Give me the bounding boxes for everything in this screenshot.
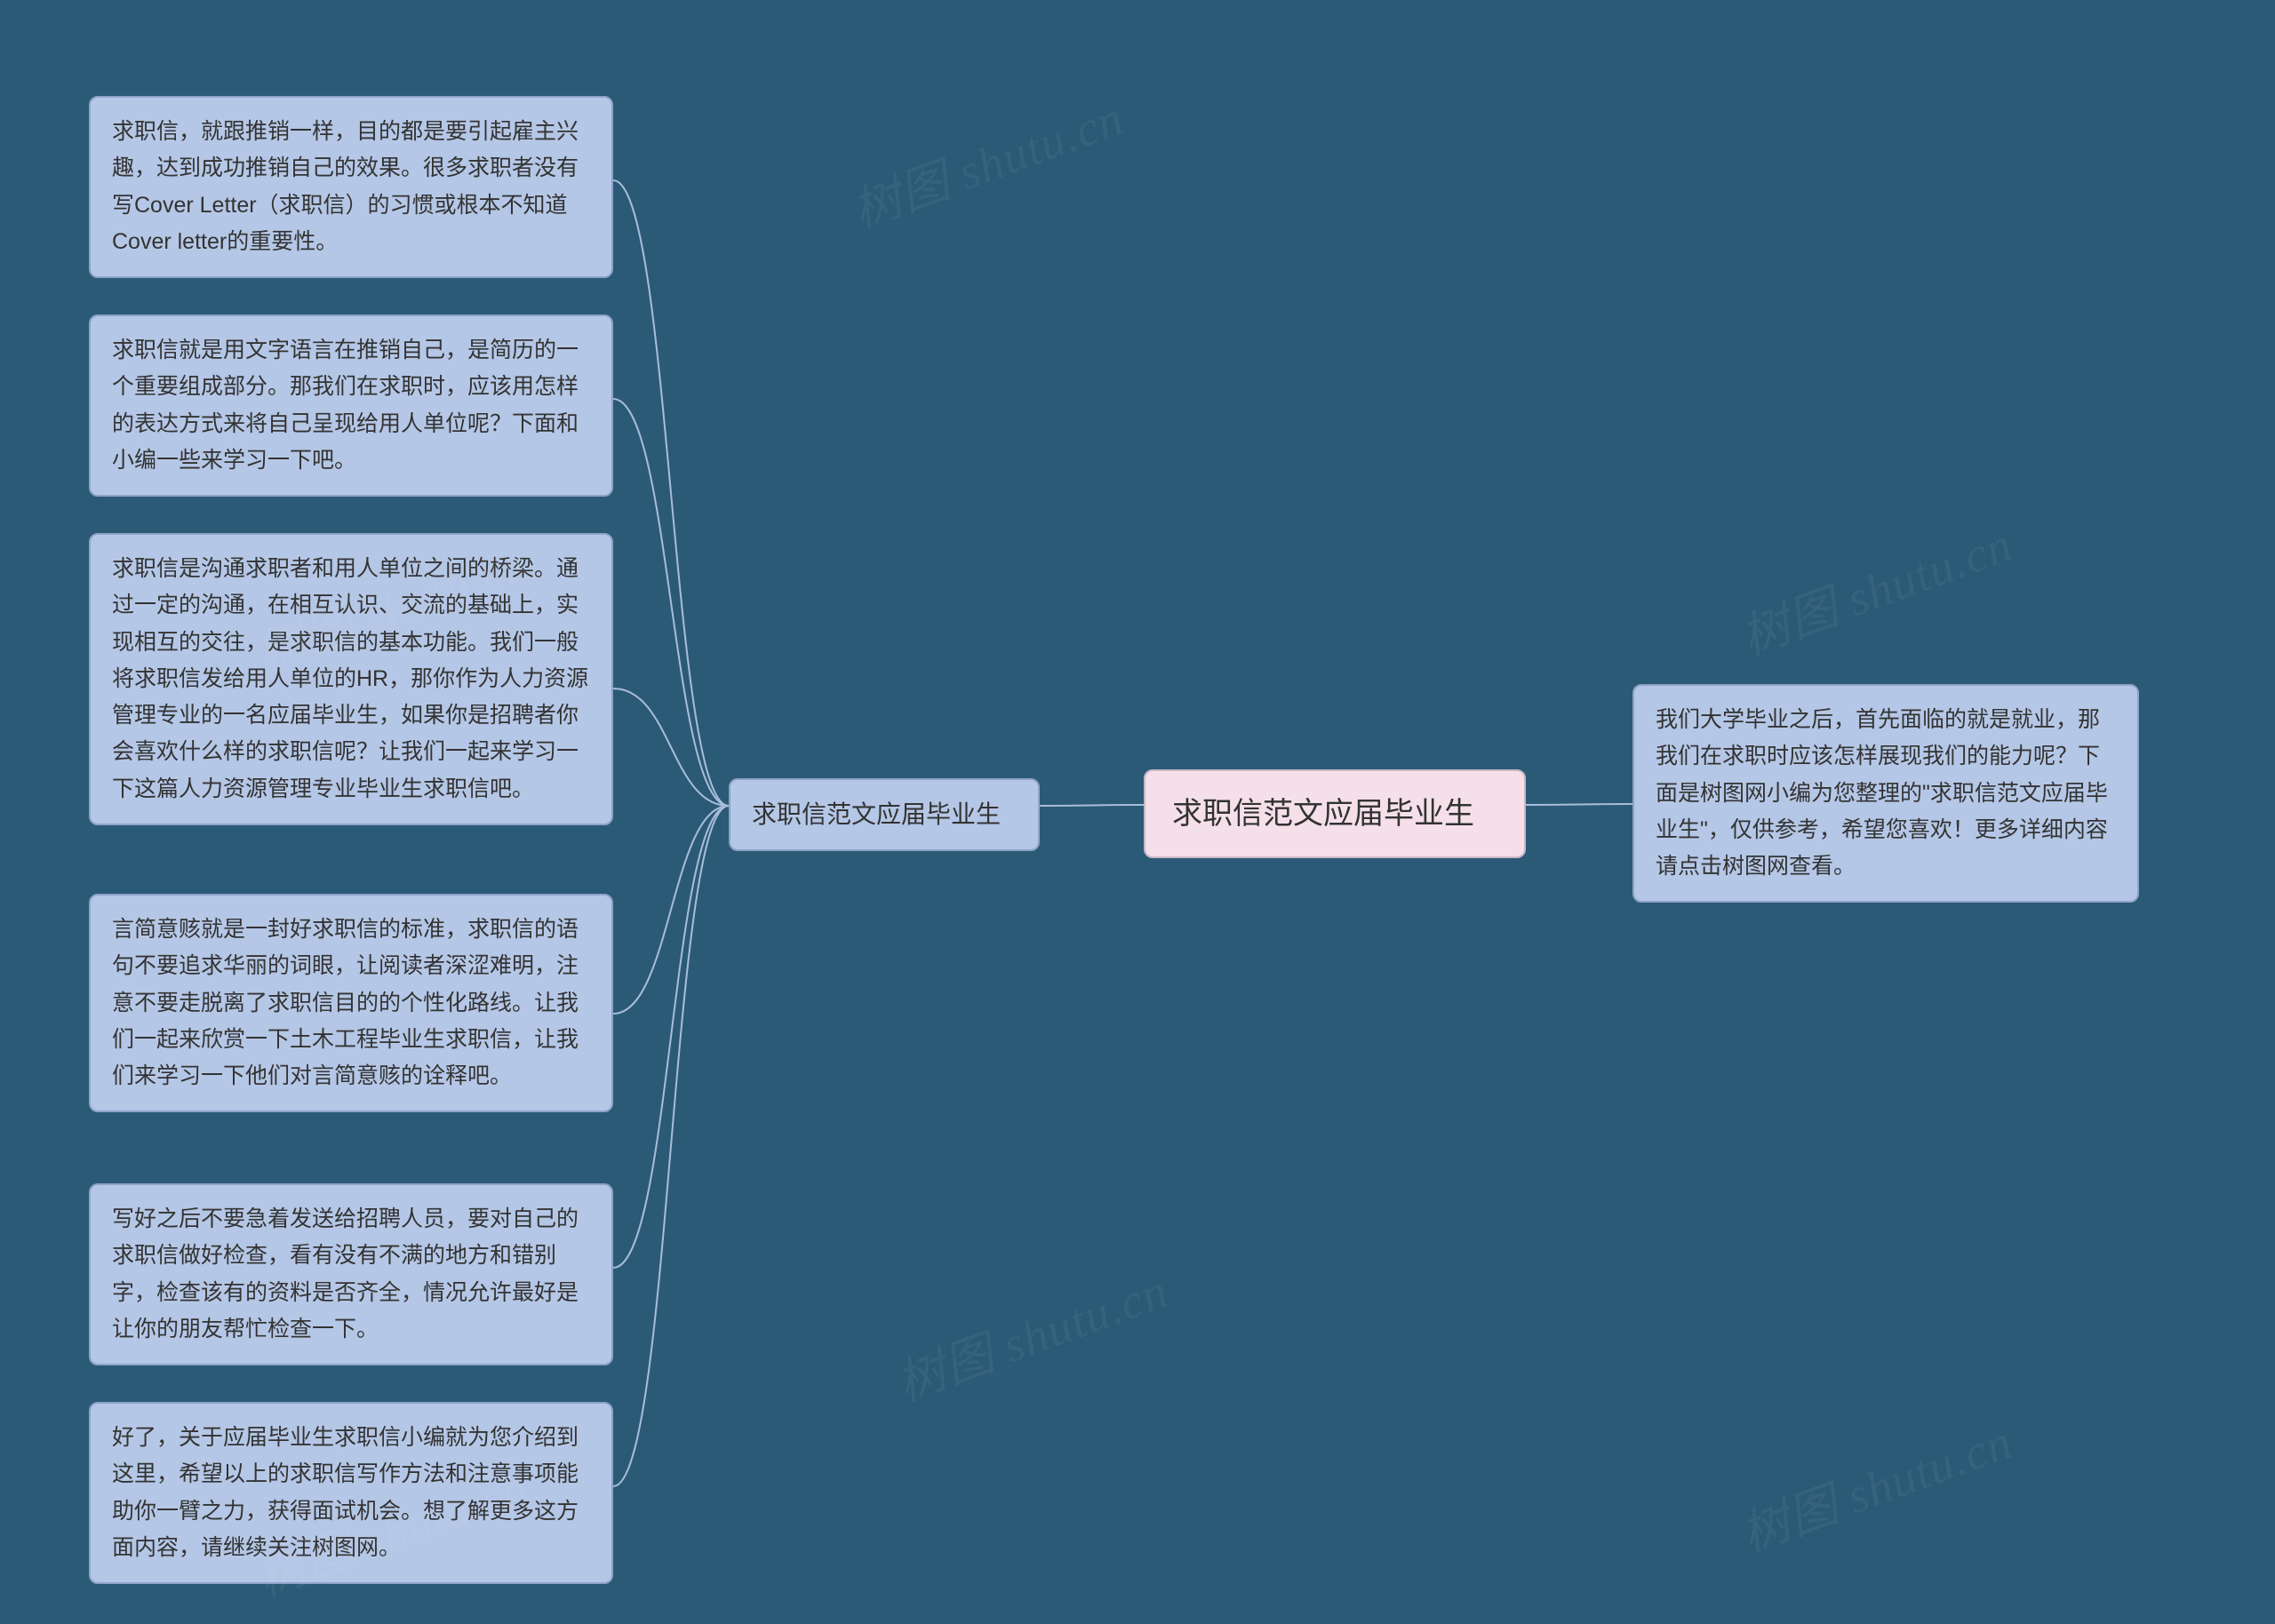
mindmap-right-node: 我们大学毕业之后，首先面临的就是就业，那我们在求职时应该怎样展现我们的能力呢？下…: [1632, 684, 2139, 903]
watermark-text: 树图 shutu.cn: [885, 1251, 1177, 1414]
mindmap-leaf-node: 好了，关于应届毕业生求职信小编就为您介绍到这里，希望以上的求职信写作方法和注意事…: [89, 1402, 613, 1584]
mindmap-left-hub: 求职信范文应届毕业生: [729, 778, 1040, 851]
mindmap-leaf-node: 求职信是沟通求职者和用人单位之间的桥梁。通过一定的沟通，在相互认识、交流的基础上…: [89, 533, 613, 825]
mindmap-leaf-node: 写好之后不要急着发送给招聘人员，要对自己的求职信做好检查，看有没有不满的地方和错…: [89, 1183, 613, 1365]
watermark-text: 树图 shutu.cn: [1729, 505, 2021, 668]
mindmap-leaf-node: 言简意赅就是一封好求职信的标准，求职信的语句不要追求华丽的词眼，让阅读者深涩难明…: [89, 894, 613, 1112]
mindmap-center-node: 求职信范文应届毕业生: [1144, 769, 1526, 858]
mindmap-leaf-node: 求职信，就跟推销一样，目的都是要引起雇主兴趣，达到成功推销自己的效果。很多求职者…: [89, 96, 613, 278]
mindmap-leaf-node: 求职信就是用文字语言在推销自己，是简历的一个重要组成部分。那我们在求职时，应该用…: [89, 314, 613, 497]
watermark-text: 树图 shutu.cn: [841, 78, 1132, 242]
watermark-text: 树图 shutu.cn: [1729, 1402, 2021, 1565]
